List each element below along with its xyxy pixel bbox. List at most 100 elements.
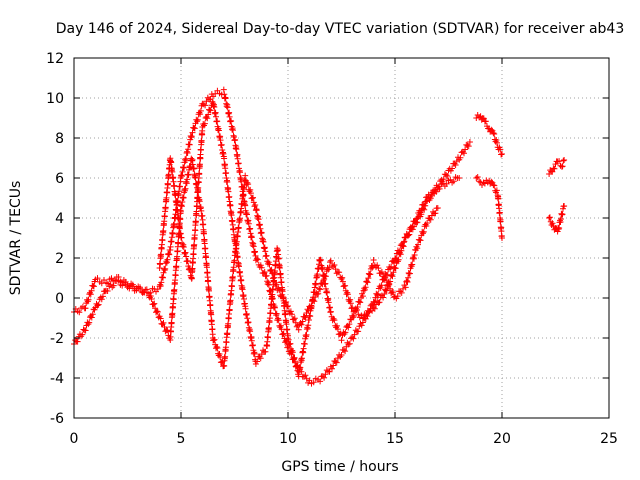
data-point: [198, 137, 205, 144]
data-point: [242, 202, 249, 209]
data-point: [394, 293, 401, 300]
data-point: [171, 286, 178, 293]
data-point: [271, 277, 277, 284]
data-point: [275, 255, 282, 262]
y-tick-label: -6: [50, 411, 64, 427]
data-point: [191, 241, 198, 248]
data-point: [148, 296, 155, 302]
data-point: [161, 324, 168, 330]
y-tick-label: 2: [55, 251, 64, 267]
data-point: [436, 185, 443, 192]
data-point: [422, 198, 429, 205]
data-point: [345, 324, 352, 331]
data-point: [365, 270, 372, 277]
data-point: [269, 291, 276, 298]
data-point: [189, 129, 196, 136]
data-point: [364, 279, 371, 286]
data-point: [86, 319, 93, 326]
data-point: [204, 115, 211, 122]
data-point: [551, 165, 558, 172]
data-point: [177, 183, 183, 190]
data-point: [427, 216, 434, 223]
data-point: [338, 352, 345, 358]
data-point: [286, 341, 293, 348]
data-point: [167, 333, 174, 340]
data-point: [250, 194, 256, 201]
data-point: [137, 284, 143, 291]
data-point: [172, 192, 179, 199]
data-point: [364, 313, 371, 320]
data-point: [356, 298, 363, 305]
data-point: [305, 322, 312, 329]
data-point: [217, 137, 224, 144]
data-point: [474, 174, 481, 180]
data-point: [495, 195, 502, 202]
data-point: [324, 289, 331, 296]
data-point: [202, 102, 209, 109]
data-point: [267, 310, 274, 317]
data-point: [342, 329, 349, 336]
data-point: [175, 215, 182, 222]
data-point: [87, 291, 94, 298]
data-point: [245, 181, 252, 188]
data-point: [370, 304, 377, 311]
data-point: [194, 116, 201, 123]
data-point: [240, 191, 247, 198]
data-point: [227, 202, 234, 209]
data-point: [326, 368, 333, 375]
data-point: [456, 175, 463, 181]
data-point: [191, 165, 197, 172]
data-point: [157, 283, 164, 289]
data-point: [303, 331, 310, 338]
data-point: [285, 336, 292, 343]
data-point: [228, 212, 235, 219]
data-point: [216, 351, 223, 357]
data-point: [247, 328, 254, 335]
data-point: [95, 301, 102, 308]
data-point: [263, 252, 270, 259]
data-point: [389, 273, 396, 280]
data-point: [285, 332, 291, 339]
data-point: [191, 125, 198, 132]
data-point: [371, 305, 378, 312]
data-point: [192, 218, 199, 225]
data-point: [380, 294, 387, 301]
data-point: [150, 301, 157, 308]
data-point: [330, 315, 337, 322]
data-point: [482, 118, 489, 125]
data-point: [403, 277, 410, 284]
data-point: [198, 207, 205, 214]
data-point: [330, 362, 337, 369]
data-point: [411, 255, 417, 262]
data-point: [347, 300, 354, 307]
data-point: [170, 296, 177, 303]
data-point: [167, 243, 174, 250]
data-point: [252, 202, 259, 208]
data-point: [556, 225, 563, 231]
data-point: [494, 139, 500, 146]
x-axis-label: GPS time / hours: [281, 459, 398, 475]
data-point: [450, 178, 457, 185]
data-point: [558, 211, 565, 218]
data-point: [173, 263, 180, 270]
data-point: [476, 178, 483, 185]
data-point: [129, 281, 136, 288]
data-point: [169, 168, 176, 175]
data-point: [94, 275, 101, 282]
data-point: [409, 223, 416, 230]
data-point: [404, 232, 411, 239]
data-point: [377, 284, 384, 291]
data-point: [196, 161, 203, 168]
data-point: [559, 211, 566, 218]
data-point: [278, 279, 285, 286]
data-point: [346, 321, 353, 328]
data-point: [255, 216, 262, 223]
data-point: [443, 180, 450, 187]
data-point: [237, 169, 243, 176]
data-point: [233, 146, 240, 153]
data-point: [397, 251, 404, 258]
data-point: [238, 178, 245, 185]
data-point: [334, 322, 340, 329]
data-point: [85, 296, 92, 303]
